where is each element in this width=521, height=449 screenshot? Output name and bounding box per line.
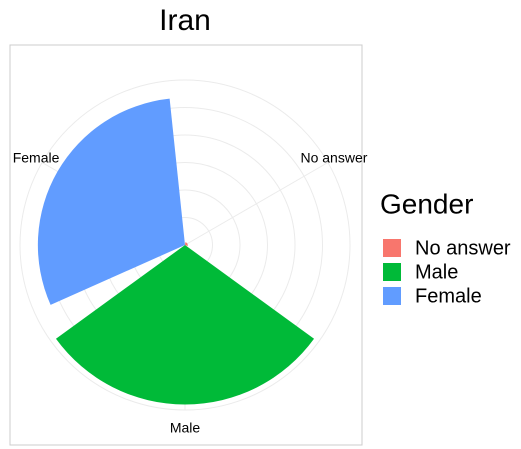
category-label: Male [170, 420, 201, 436]
category-label: No answer [300, 150, 367, 166]
grid-spoke [184, 162, 329, 246]
legend-label: Female [415, 285, 482, 307]
legend-title: Gender [380, 188, 473, 219]
wedge [55, 245, 315, 405]
legend-label: Male [415, 261, 458, 283]
chart-title: Iran [159, 4, 211, 37]
category-label: Female [13, 150, 60, 166]
legend-key [383, 263, 401, 281]
wedge [185, 242, 188, 247]
legend-key [383, 239, 401, 257]
legend-key [383, 287, 401, 305]
wedge [37, 98, 186, 305]
legend-label: No answer [415, 237, 511, 259]
